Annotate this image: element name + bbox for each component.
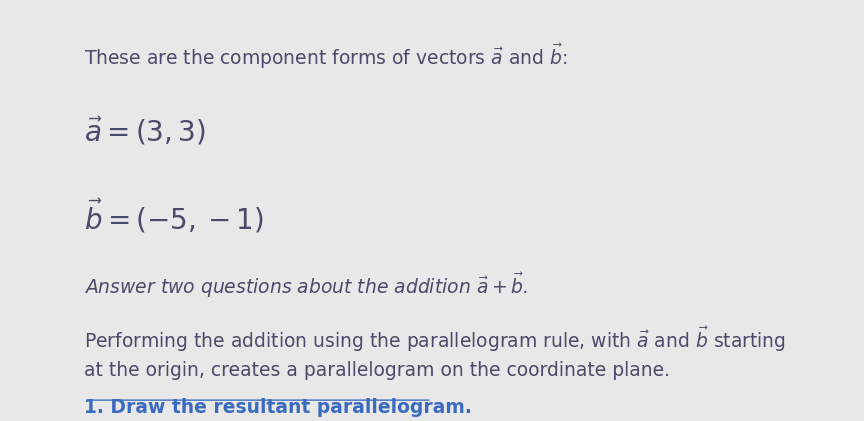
Text: Answer two questions about the addition $\vec{a} + \vec{b}$.: Answer two questions about the addition … bbox=[85, 271, 529, 301]
Text: $\vec{a} = (3, 3)$: $\vec{a} = (3, 3)$ bbox=[85, 116, 206, 148]
Text: Performing the addition using the parallelogram rule, with $\vec{a}$ and $\vec{b: Performing the addition using the parall… bbox=[85, 325, 786, 354]
Text: 1. Draw the resultant parallelogram.: 1. Draw the resultant parallelogram. bbox=[85, 398, 473, 417]
Text: These are the component forms of vectors $\vec{a}$ and $\vec{b}$:: These are the component forms of vectors… bbox=[85, 42, 568, 72]
Text: at the origin, creates a parallelogram on the coordinate plane.: at the origin, creates a parallelogram o… bbox=[85, 361, 670, 380]
Text: $\vec{b} = (-5, -1)$: $\vec{b} = (-5, -1)$ bbox=[85, 198, 264, 236]
